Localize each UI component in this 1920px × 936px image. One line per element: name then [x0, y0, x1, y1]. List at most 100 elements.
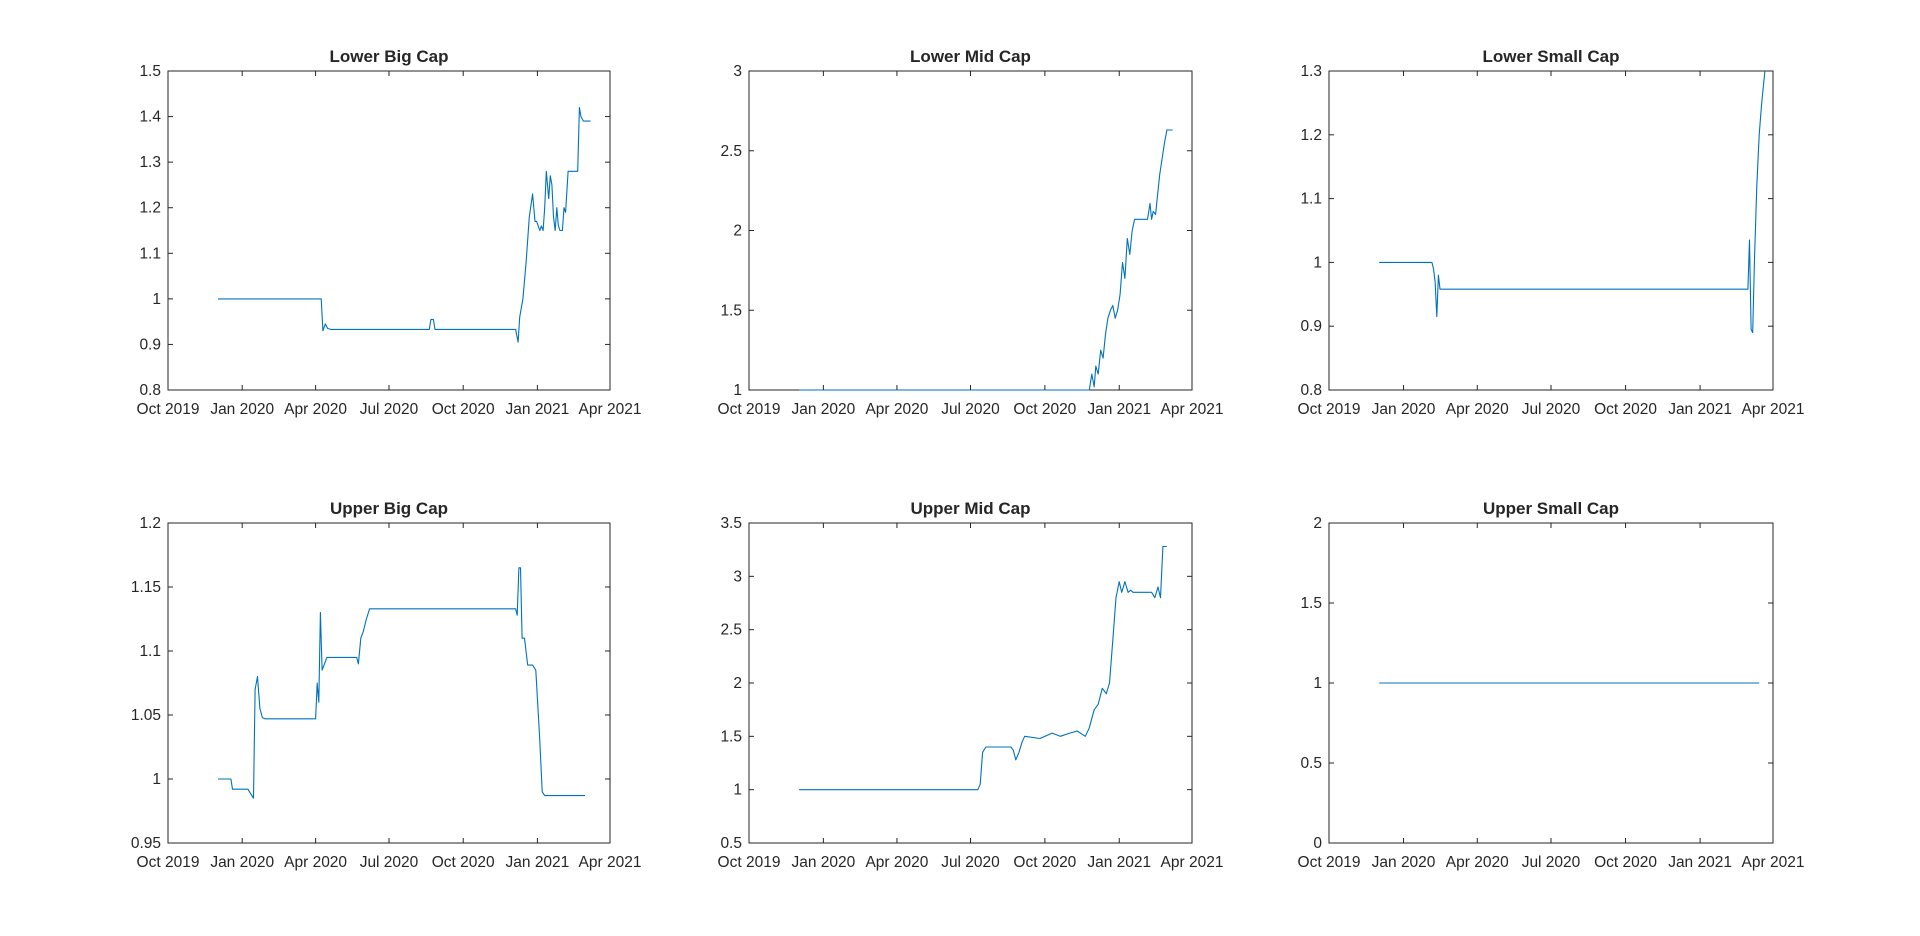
y-tick-label: 2.5 [720, 622, 742, 639]
y-tick-label: 3 [733, 568, 742, 585]
x-tick-label: Jan 2021 [1668, 854, 1732, 871]
x-tick-label: Oct 2020 [432, 401, 495, 418]
y-tick-label: 1 [733, 782, 742, 799]
x-tick-label: Oct 2019 [137, 854, 200, 871]
series-line-1 [218, 106, 591, 343]
subplot-grid: Oct 2019 Jan 2020 Apr 2020 Jul 2020 Oct 2020… [131, 47, 1805, 871]
y-tick-label: 1.5 [1300, 595, 1322, 612]
x-tick-label: Apr 2020 [865, 401, 928, 418]
series-line-1 [799, 545, 1167, 791]
x-tick-label: Oct 2019 [718, 854, 781, 871]
y-tick-label: 3 [733, 63, 742, 80]
chart-title: Lower Small Cap [1483, 47, 1620, 66]
x-tick-label: Oct 2019 [718, 401, 781, 418]
y-tick-label: 0.9 [139, 336, 161, 353]
y-tick-label: 2 [1313, 515, 1322, 532]
y-tick-label: 1 [1313, 254, 1322, 271]
x-tick-label: Jan 2021 [1087, 401, 1151, 418]
x-tick-label: Jan 2021 [506, 401, 570, 418]
y-tick-label: 1.1 [139, 245, 161, 262]
y-tick-label: 0.5 [720, 835, 742, 852]
x-tick-label: Oct 2019 [1298, 854, 1361, 871]
x-tick-label: Jul 2020 [941, 401, 1000, 418]
y-tick-label: 0 [1313, 835, 1322, 852]
chart-title: Lower Big Cap [329, 47, 448, 66]
y-tick-label: 1.3 [1300, 63, 1322, 80]
y-tick-label: 1 [1313, 675, 1322, 692]
subplot-6: Oct 2019 Jan 2020 Apr 2020 Jul 2020 Oct 2020… [1298, 499, 1805, 871]
chart-title: Upper Small Cap [1483, 499, 1619, 518]
x-tick-label: Oct 2020 [1013, 854, 1076, 871]
y-tick-label: 1.2 [1300, 127, 1322, 144]
x-tick-label: Jul 2020 [1522, 401, 1581, 418]
x-tick-label: Oct 2019 [137, 401, 200, 418]
x-tick-label: Apr 2020 [1446, 854, 1509, 871]
x-tick-label: Apr 2021 [1161, 854, 1224, 871]
axes-frame [748, 70, 1193, 391]
y-tick-label: 1.5 [720, 728, 742, 745]
x-tick-label: Jan 2020 [791, 401, 855, 418]
subplot-1: Oct 2019 Jan 2020 Apr 2020 Jul 2020 Oct 2020… [137, 47, 642, 418]
x-tick-label: Jul 2020 [1522, 854, 1581, 871]
y-tick-label: 1.2 [139, 200, 161, 217]
y-tick-label: 1.15 [131, 579, 161, 596]
y-tick-label: 2 [733, 223, 742, 240]
x-tick-label: Apr 2021 [579, 401, 642, 418]
x-tick-label: Jan 2020 [1372, 401, 1436, 418]
y-tick-label: 1 [733, 382, 742, 399]
series-line-1 [1379, 70, 1766, 334]
y-tick-label: 1.3 [139, 154, 161, 171]
x-tick-label: Jan 2021 [1087, 854, 1151, 871]
y-tick-label: 2 [733, 675, 742, 692]
y-tick-label: 0.95 [131, 835, 161, 852]
axes-frame [1328, 70, 1774, 391]
x-tick-label: Jul 2020 [941, 854, 1000, 871]
subplot-4: Oct 2019 Jan 2020 Apr 2020 Jul 2020 Oct 2020… [131, 499, 642, 871]
y-tick-label: 1 [152, 291, 161, 308]
series-line-1 [218, 567, 585, 799]
subplot-5: Oct 2019 Jan 2020 Apr 2020 Jul 2020 Oct 2020… [718, 499, 1224, 871]
chart-title: Upper Big Cap [330, 499, 448, 518]
y-tick-label: 1 [152, 771, 161, 788]
x-tick-label: Oct 2020 [1594, 854, 1657, 871]
x-tick-label: Apr 2021 [1742, 854, 1805, 871]
chart-title: Lower Mid Cap [910, 47, 1031, 66]
x-tick-label: Apr 2020 [1446, 401, 1509, 418]
y-tick-label: 1.1 [1300, 191, 1322, 208]
x-tick-label: Jul 2020 [360, 854, 419, 871]
y-tick-label: 1.4 [139, 109, 161, 126]
y-tick-label: 1.05 [131, 707, 161, 724]
x-tick-label: Oct 2020 [1013, 401, 1076, 418]
x-tick-label: Apr 2021 [1161, 401, 1224, 418]
y-tick-label: 1.5 [139, 63, 161, 80]
y-tick-label: 0.9 [1300, 318, 1322, 335]
x-tick-label: Apr 2020 [284, 854, 347, 871]
subplot-2: Oct 2019 Jan 2020 Apr 2020 Jul 2020 Oct 2020… [718, 47, 1224, 418]
x-tick-label: Oct 2020 [1594, 401, 1657, 418]
x-tick-label: Apr 2021 [579, 854, 642, 871]
chart-title: Upper Mid Cap [911, 499, 1031, 518]
subplot-3: Oct 2019 Jan 2020 Apr 2020 Jul 2020 Oct 2020… [1298, 47, 1805, 418]
x-tick-label: Jan 2020 [210, 854, 274, 871]
y-tick-label: 0.8 [139, 382, 161, 399]
x-tick-label: Jan 2020 [1372, 854, 1436, 871]
x-tick-label: Jan 2020 [210, 401, 274, 418]
y-tick-label: 0.5 [1300, 755, 1322, 772]
x-tick-label: Apr 2021 [1742, 401, 1805, 418]
x-tick-label: Jan 2021 [1668, 401, 1732, 418]
x-tick-label: Oct 2020 [432, 854, 495, 871]
y-tick-label: 3.5 [720, 515, 742, 532]
x-tick-label: Apr 2020 [865, 854, 928, 871]
x-tick-label: Jan 2020 [791, 854, 855, 871]
y-tick-label: 1.1 [139, 643, 161, 660]
y-tick-label: 0.8 [1300, 382, 1322, 399]
axes-frame [748, 522, 1193, 844]
x-tick-label: Jul 2020 [360, 401, 419, 418]
series-line-1 [799, 129, 1173, 391]
y-tick-label: 1.2 [139, 515, 161, 532]
y-tick-label: 1.5 [720, 302, 742, 319]
x-tick-label: Apr 2020 [284, 401, 347, 418]
x-tick-label: Oct 2019 [1298, 401, 1361, 418]
x-tick-label: Jan 2021 [506, 854, 570, 871]
